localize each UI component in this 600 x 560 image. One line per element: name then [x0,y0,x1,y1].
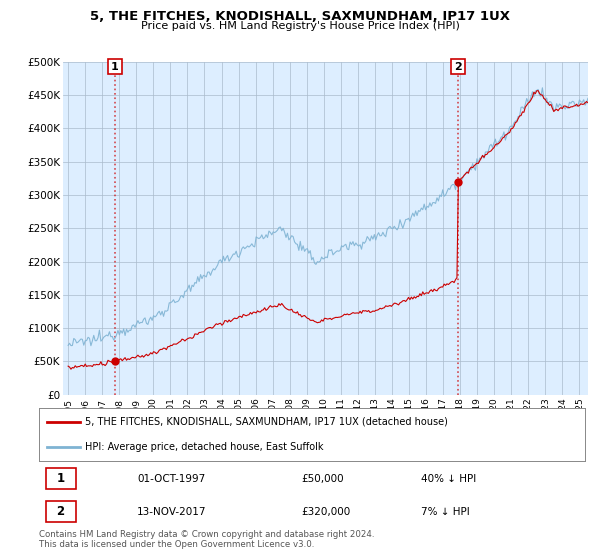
FancyBboxPatch shape [46,501,76,522]
Text: Price paid vs. HM Land Registry's House Price Index (HPI): Price paid vs. HM Land Registry's House … [140,21,460,31]
Text: 5, THE FITCHES, KNODISHALL, SAXMUNDHAM, IP17 1UX: 5, THE FITCHES, KNODISHALL, SAXMUNDHAM, … [90,10,510,23]
Text: 01-OCT-1997: 01-OCT-1997 [137,474,206,484]
Text: 13-NOV-2017: 13-NOV-2017 [137,507,207,517]
Text: Contains HM Land Registry data © Crown copyright and database right 2024.
This d: Contains HM Land Registry data © Crown c… [39,530,374,549]
Text: 7% ↓ HPI: 7% ↓ HPI [421,507,470,517]
Text: HPI: Average price, detached house, East Suffolk: HPI: Average price, detached house, East… [85,442,324,452]
Text: 1: 1 [56,472,65,486]
Text: £320,000: £320,000 [301,507,350,517]
Text: 2: 2 [454,62,462,72]
Text: 1: 1 [111,62,119,72]
Text: 5, THE FITCHES, KNODISHALL, SAXMUNDHAM, IP17 1UX (detached house): 5, THE FITCHES, KNODISHALL, SAXMUNDHAM, … [85,417,448,427]
Text: 2: 2 [56,505,65,519]
Text: £50,000: £50,000 [301,474,344,484]
FancyBboxPatch shape [46,468,76,489]
Text: 40% ↓ HPI: 40% ↓ HPI [421,474,476,484]
